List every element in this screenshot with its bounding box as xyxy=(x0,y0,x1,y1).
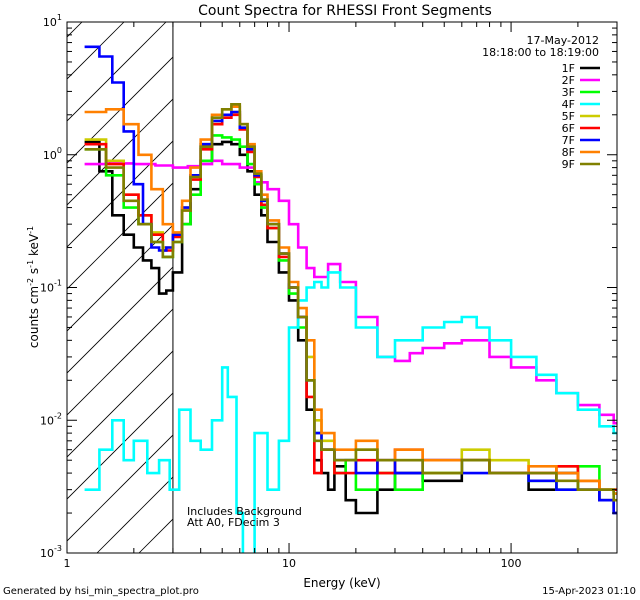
annotation-attenuator: Att A0, FDecim 3 xyxy=(187,516,280,529)
y-axis-label: counts cm-2 s-1 keV-1 xyxy=(26,226,41,348)
x-tick-labels: 1 10 100 xyxy=(64,557,522,570)
date-label: 17-May-2012 xyxy=(527,34,599,47)
x-tick-label-1: 1 xyxy=(64,557,71,570)
legend-label-7f: 7F xyxy=(562,134,575,147)
legend-label-9f: 9F xyxy=(562,158,575,171)
series-1f-line xyxy=(84,140,617,515)
time-range-label: 18:18:00 to 18:19:00 xyxy=(482,46,599,59)
legend-label-5f: 5F xyxy=(562,110,575,123)
hatch-line-14 xyxy=(67,434,173,542)
hatch-line-6 xyxy=(67,98,173,206)
series-9f-line xyxy=(84,103,617,502)
series-3f-line xyxy=(84,134,617,495)
x-tick-label-100: 100 xyxy=(501,557,522,570)
legend-label-1f: 1F xyxy=(562,62,575,75)
series-5f-line xyxy=(84,110,617,491)
series-6f-line xyxy=(84,113,617,491)
series-layer xyxy=(84,45,617,553)
hatch-line-13 xyxy=(67,392,173,500)
x-axis-label: Energy (keV) xyxy=(303,576,380,590)
hatch-line-10 xyxy=(67,266,173,374)
y-tick-label-1e-3: 10-3 xyxy=(40,544,62,560)
series-2f-line xyxy=(84,159,617,425)
hatch-line-9 xyxy=(67,224,173,332)
axis-ticks xyxy=(66,21,618,554)
y-tick-label-1e-2: 10-2 xyxy=(40,411,62,427)
annotation-background: Includes Background xyxy=(187,505,302,518)
legend-label-8f: 8F xyxy=(562,146,575,159)
legend-label-2f: 2F xyxy=(562,74,575,87)
footer-generated-by: Generated by hsi_min_spectra_plot.pro xyxy=(3,586,199,597)
legend-label-4f: 4F xyxy=(562,98,575,111)
footer-timestamp: 15-Apr-2023 01:10 xyxy=(542,586,636,597)
y-tick-label-1e-1: 10-1 xyxy=(40,279,62,295)
legend-label-6f: 6F xyxy=(562,122,575,135)
legend-label-3f: 3F xyxy=(562,86,575,99)
chart-title: Count Spectra for RHESSI Front Segments xyxy=(198,3,492,19)
series-4f-line xyxy=(84,271,617,553)
y-tick-label-1e1: 101 xyxy=(43,13,62,29)
x-tick-label-10: 10 xyxy=(282,557,296,570)
y-tick-label-1e0: 100 xyxy=(43,146,62,162)
hatch-line-4 xyxy=(67,22,167,122)
y-tick-labels: 10-3 10-2 10-1 100 101 xyxy=(40,13,62,560)
hatch-line-3 xyxy=(67,22,125,80)
